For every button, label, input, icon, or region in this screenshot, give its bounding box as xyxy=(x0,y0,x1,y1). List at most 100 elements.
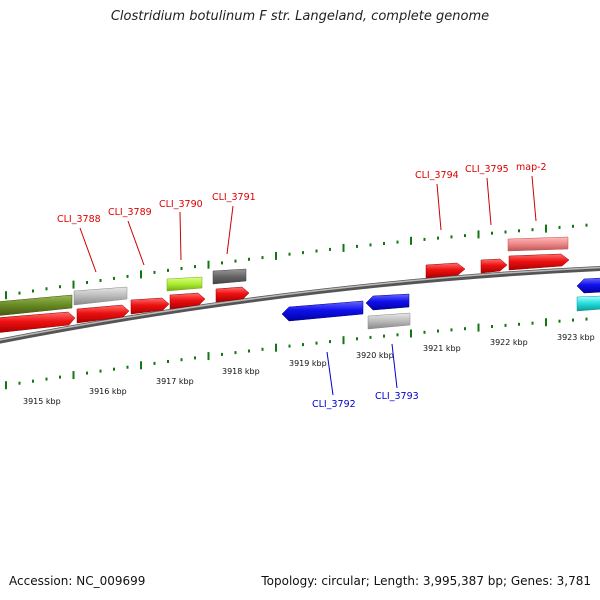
scale-labels: 3915 kbp 3916 kbp 3917 kbp 3918 kbp 3919… xyxy=(23,333,595,406)
minor-tick xyxy=(329,247,331,251)
minor-tick xyxy=(261,347,264,351)
major-tick xyxy=(342,243,345,252)
major-tick xyxy=(5,291,7,300)
minor-tick xyxy=(558,225,561,229)
minor-tick xyxy=(180,267,183,270)
gene-cli-3795[interactable] xyxy=(480,258,508,274)
major-tick xyxy=(72,280,75,289)
minor-tick xyxy=(464,234,466,238)
forward-scale-ticks xyxy=(5,223,588,300)
minor-tick xyxy=(99,369,102,373)
connector-cli-3790 xyxy=(179,211,182,261)
scale-label: 3923 kbp xyxy=(557,333,595,342)
scale-label: 3917 kbp xyxy=(156,377,194,386)
minor-tick xyxy=(302,251,304,255)
gene-cli-3792[interactable] xyxy=(281,300,364,322)
major-tick xyxy=(275,251,277,260)
minor-tick xyxy=(261,256,264,260)
scale-label: 3921 kbp xyxy=(423,344,461,353)
minor-tick xyxy=(518,229,520,233)
minor-tick xyxy=(531,321,534,325)
minor-tick xyxy=(356,244,358,248)
gene-blue-edge[interactable] xyxy=(576,277,600,294)
gene-cli-3790-arrow[interactable] xyxy=(169,292,206,310)
gene-grey-reverse[interactable] xyxy=(367,312,411,330)
minor-tick xyxy=(86,281,88,284)
gene-cli-3787[interactable] xyxy=(0,311,76,333)
minor-tick xyxy=(423,330,426,334)
minor-tick xyxy=(59,285,61,289)
connector-cli-3789 xyxy=(127,220,145,266)
minor-tick xyxy=(221,352,223,356)
minor-tick xyxy=(153,270,156,274)
gene-map-2[interactable] xyxy=(507,236,569,252)
minor-tick xyxy=(572,224,574,228)
gene-label-cli-3791[interactable]: CLI_3791 xyxy=(212,192,256,203)
label-connectors xyxy=(79,175,537,396)
minor-tick xyxy=(315,249,318,253)
minor-tick xyxy=(437,236,439,240)
major-tick xyxy=(545,224,547,233)
major-tick xyxy=(140,270,142,279)
reverse-genes xyxy=(281,277,600,330)
gene-cli-3791[interactable] xyxy=(212,268,247,285)
minor-tick xyxy=(167,268,169,272)
minor-tick xyxy=(45,377,48,381)
gene-label-cli-3793[interactable]: CLI_3793 xyxy=(375,391,419,402)
minor-tick xyxy=(423,237,426,241)
gene-cli-3793[interactable] xyxy=(365,293,410,311)
gene-label-cli-3794[interactable]: CLI_3794 xyxy=(415,170,459,181)
major-tick xyxy=(5,381,7,390)
minor-tick xyxy=(572,318,574,322)
major-tick xyxy=(342,336,345,345)
scale-label: 3916 kbp xyxy=(89,387,127,396)
minor-tick xyxy=(504,230,507,234)
connector-cli-3788 xyxy=(79,227,97,273)
gene-label-cli-3792[interactable]: CLI_3792 xyxy=(312,399,356,410)
minor-tick xyxy=(153,361,156,365)
minor-tick xyxy=(32,289,34,293)
gene-label-cli-3795[interactable]: CLI_3795 xyxy=(465,164,509,175)
minor-tick xyxy=(558,319,561,323)
minor-tick xyxy=(18,381,21,385)
major-tick xyxy=(477,230,480,239)
gene-label-cli-3790[interactable]: CLI_3790 xyxy=(159,199,203,210)
gene-cli-3794[interactable] xyxy=(425,262,466,279)
minor-tick xyxy=(234,351,237,355)
minor-tick xyxy=(126,274,129,278)
minor-tick xyxy=(248,349,250,353)
major-tick xyxy=(207,260,210,269)
major-tick xyxy=(545,318,547,327)
minor-tick xyxy=(59,375,61,379)
reverse-scale-ticks xyxy=(5,317,588,390)
scale-label: 3918 kbp xyxy=(222,367,260,376)
gene-cli-3788[interactable] xyxy=(76,304,130,324)
minor-tick xyxy=(437,329,439,333)
gene-map-2-arrow[interactable] xyxy=(508,253,570,271)
minor-tick xyxy=(45,287,48,291)
minor-tick xyxy=(99,279,102,282)
gene-labels: CLI_3788 CLI_3789 CLI_3790 CLI_3791 CLI_… xyxy=(57,162,547,410)
minor-tick xyxy=(18,291,21,295)
gene-grey-forward[interactable] xyxy=(73,286,128,306)
minor-tick xyxy=(396,240,399,244)
gene-label-cli-3788[interactable]: CLI_3788 xyxy=(57,214,101,225)
forward-genes-lower xyxy=(0,253,570,333)
gene-cyan-edge[interactable] xyxy=(576,295,600,312)
gene-label-cli-3789[interactable]: CLI_3789 xyxy=(108,207,152,218)
minor-tick xyxy=(194,356,196,360)
minor-tick xyxy=(356,337,358,341)
minor-tick xyxy=(585,317,588,321)
minor-tick xyxy=(585,223,588,227)
genome-backbone-highlight xyxy=(0,266,600,341)
major-tick xyxy=(410,236,412,245)
gene-olive[interactable] xyxy=(0,294,73,316)
major-tick xyxy=(477,323,480,332)
connector-cli-3791 xyxy=(226,205,234,255)
gene-cli-3789[interactable] xyxy=(130,297,170,315)
gene-label-map-2[interactable]: map-2 xyxy=(516,162,547,173)
gene-cli-3791-arrow[interactable] xyxy=(215,286,250,303)
gene-cli-3790[interactable] xyxy=(166,276,203,292)
topology-label: Topology: circular; Length: 3,995,387 bp… xyxy=(261,574,591,588)
